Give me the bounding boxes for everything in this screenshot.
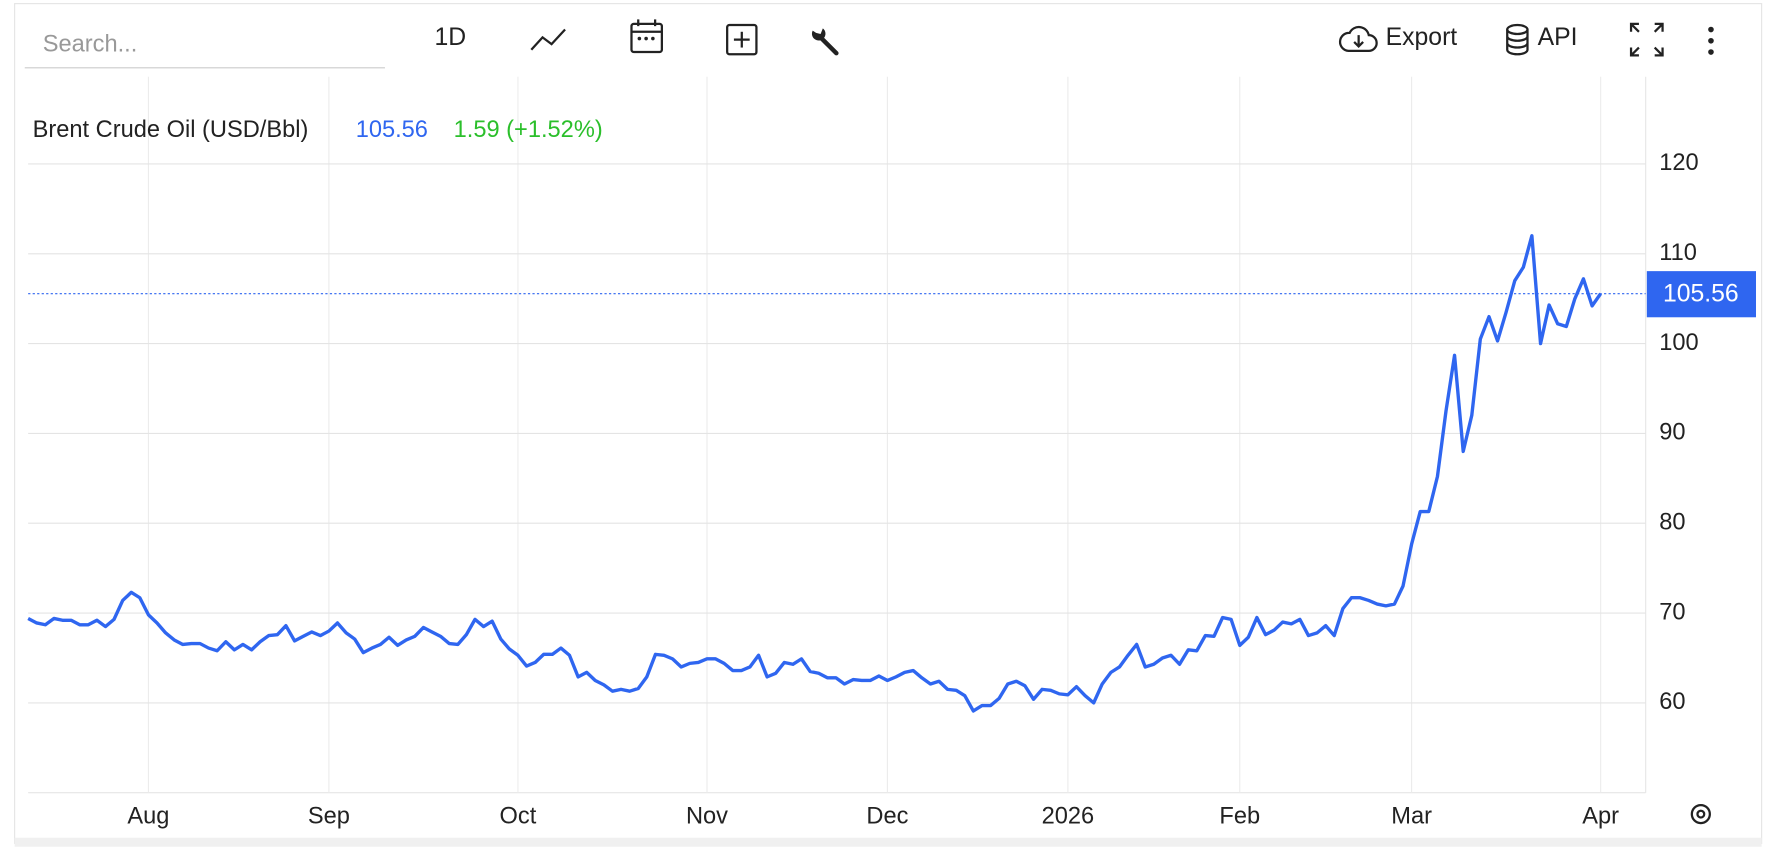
y-tick-label: 90 (1659, 420, 1685, 446)
x-tick-label: 2026 (1042, 804, 1095, 830)
legend-value: 105.56 (356, 117, 428, 143)
legend-change: 1.59 (+1.52%) (454, 117, 603, 143)
footer-strip (14, 837, 1762, 847)
x-tick-label: Oct (500, 804, 537, 830)
price-line (27, 234, 1603, 713)
settings-button[interactable] (1690, 803, 1711, 825)
x-tick-label: Dec (866, 804, 908, 830)
plot-area: Aug Sep Oct Nov Dec 2026 Feb Mar Apr 60 70 80 90 100 1… (27, 76, 1756, 830)
legend-name: Brent Crude Oil (USD/Bbl) (33, 117, 309, 143)
interval-button[interactable]: 1D (434, 24, 466, 51)
api-label[interactable]: API (1538, 24, 1578, 51)
y-tick-label: 70 (1659, 599, 1685, 625)
fullscreen-button[interactable] (1629, 22, 1664, 57)
x-tick-label: Sep (308, 804, 350, 830)
x-tick-label: Mar (1391, 804, 1432, 830)
last-price-box (1646, 271, 1756, 318)
y-tick-label: 110 (1659, 240, 1697, 266)
y-tick-label: 120 (1659, 150, 1698, 176)
last-price-label: 105.56 (1663, 280, 1739, 307)
y-tick-label: 100 (1659, 330, 1698, 356)
x-tick-label: Feb (1219, 804, 1260, 830)
search-input[interactable]: Search... (43, 32, 138, 58)
x-tick-label: Apr (1582, 804, 1619, 830)
compare-button[interactable] (726, 23, 758, 56)
y-tick-label: 60 (1659, 689, 1685, 715)
more-button[interactable] (1708, 26, 1714, 55)
export-label[interactable]: Export (1386, 24, 1458, 51)
api-button[interactable]: API (1506, 23, 1578, 56)
chart-type-button[interactable] (530, 28, 566, 51)
calendar-button[interactable] (630, 19, 664, 54)
x-tick-label: Aug (127, 804, 169, 830)
tools-button[interactable] (811, 28, 839, 56)
export-button[interactable]: Export (1338, 24, 1458, 53)
x-tick-label: Nov (686, 804, 728, 830)
y-tick-label: 80 (1659, 509, 1685, 535)
